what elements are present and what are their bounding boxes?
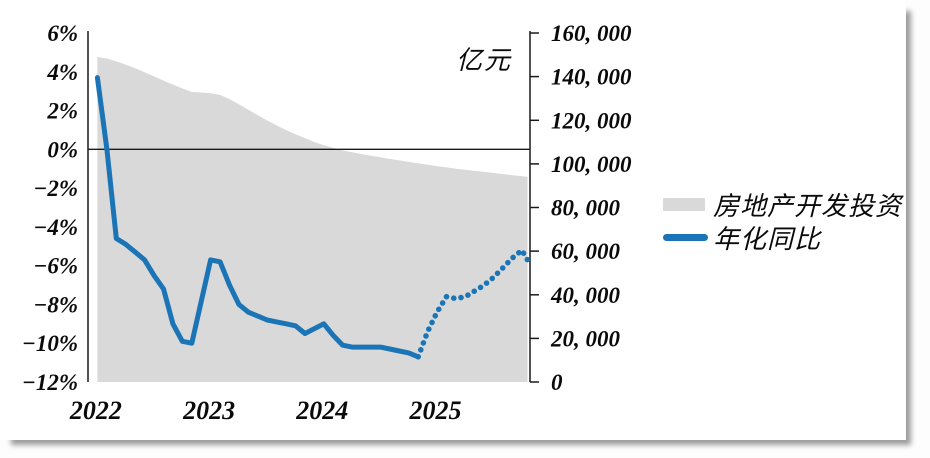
left-axis-tick-label: −8% <box>33 292 78 317</box>
x-axis-year-label: 2025 <box>409 396 462 425</box>
x-axis-year-label: 2023 <box>182 396 235 425</box>
chart-canvas: 160, 000 140, 000 120, 000 100, 000 80, 000 6… <box>22 21 632 425</box>
left-axis-tick-label: −12% <box>22 370 78 395</box>
legend-item-line: 年化同比 <box>663 224 902 254</box>
right-axis-tick-label: 40, 000 <box>550 283 621 308</box>
area-swatch-icon <box>663 198 705 211</box>
right-axis-unit-label: 亿元 <box>455 46 512 75</box>
right-axis-tick-label: 20, 000 <box>550 326 621 351</box>
yoy-line-dotted <box>415 247 531 360</box>
x-axis-year-label: 2024 <box>295 396 348 425</box>
right-axis-tick-label: 0 <box>551 370 563 395</box>
right-axis-tick-label: 140, 000 <box>551 65 632 90</box>
left-axis-tick-label: −4% <box>33 215 78 240</box>
legend-item-area: 房地产开发投资 <box>663 191 902 221</box>
right-axis-tick-label: 80, 000 <box>551 196 621 221</box>
investment-area-series <box>97 57 528 382</box>
x-axis-year-label: 2022 <box>69 396 122 425</box>
right-axis-tick-label: 120, 000 <box>551 108 632 133</box>
legend-label-area: 房地产开发投资 <box>713 192 903 221</box>
yoy-line-solid <box>94 75 421 360</box>
legend-label-line: 年化同比 <box>713 225 822 254</box>
right-axis-tick-label: 100, 000 <box>551 152 632 177</box>
chart-legend: 房地产开发投资 年化同比 <box>663 191 902 254</box>
line-swatch-icon <box>663 234 708 241</box>
left-axis-tick-label: 0% <box>47 137 78 162</box>
right-axis-tick-label: 160, 000 <box>551 21 632 46</box>
chart-card: 160, 000 140, 000 120, 000 100, 000 80, 000 6… <box>21 21 902 425</box>
left-axis-tick-label: −10% <box>22 331 78 356</box>
left-axis-tick-label: −6% <box>33 254 78 279</box>
left-axis-tick-label: 4% <box>46 60 78 85</box>
left-axis-tick-label: 6% <box>47 21 78 46</box>
left-axis-tick-label: −2% <box>33 176 78 201</box>
right-axis-tick-label: 60, 000 <box>551 239 621 264</box>
left-axis-tick-label: 2% <box>46 99 78 124</box>
